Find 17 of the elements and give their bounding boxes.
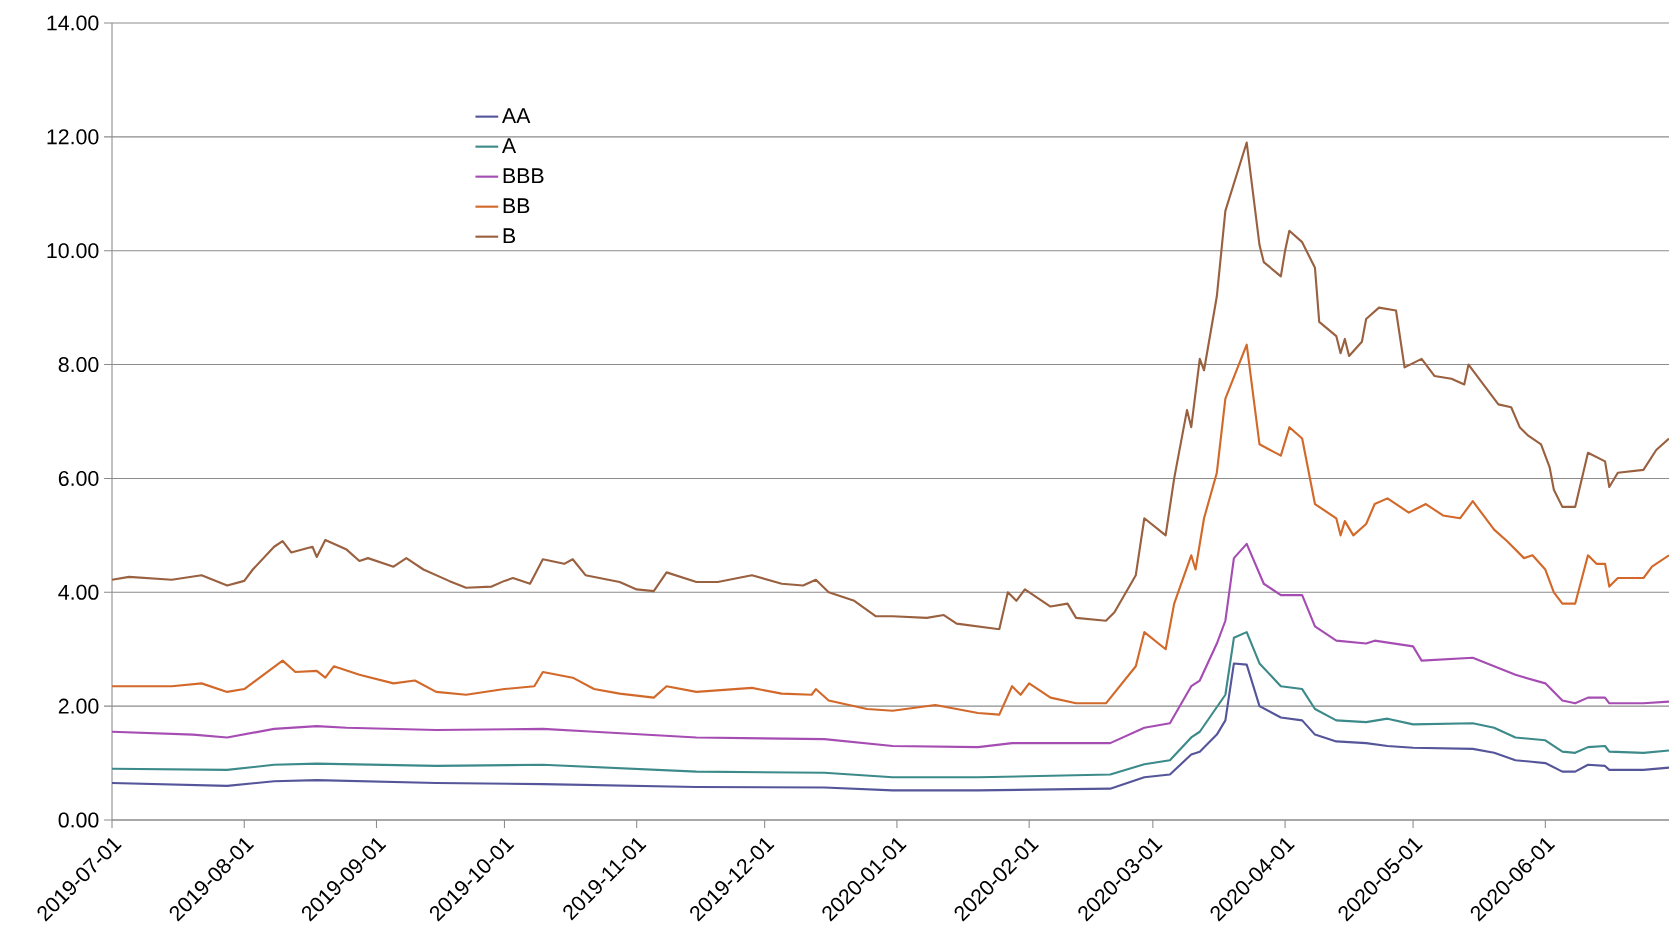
y-tick-label: 2.00 [58, 698, 99, 714]
y-tick-label: 4.00 [58, 584, 99, 600]
line-series [110, 662, 1669, 792]
y-tick-label: 10.00 [47, 243, 99, 259]
line-series [110, 343, 1669, 716]
y-tick-label: 0.00 [58, 812, 99, 828]
line-series [110, 542, 1669, 749]
legend-label: BB [503, 198, 530, 214]
y-tick-label: 6.00 [58, 470, 99, 486]
legend-label: B [503, 228, 516, 244]
y-tick-label: 12.00 [47, 129, 99, 145]
line-series [110, 631, 1669, 779]
y-tick-label: 8.00 [58, 357, 99, 373]
legend-label: A [501, 138, 517, 153]
legend-label: AA [501, 108, 531, 123]
legend-label: BBB [503, 168, 544, 183]
y-tick-label: 14.00 [47, 15, 99, 31]
